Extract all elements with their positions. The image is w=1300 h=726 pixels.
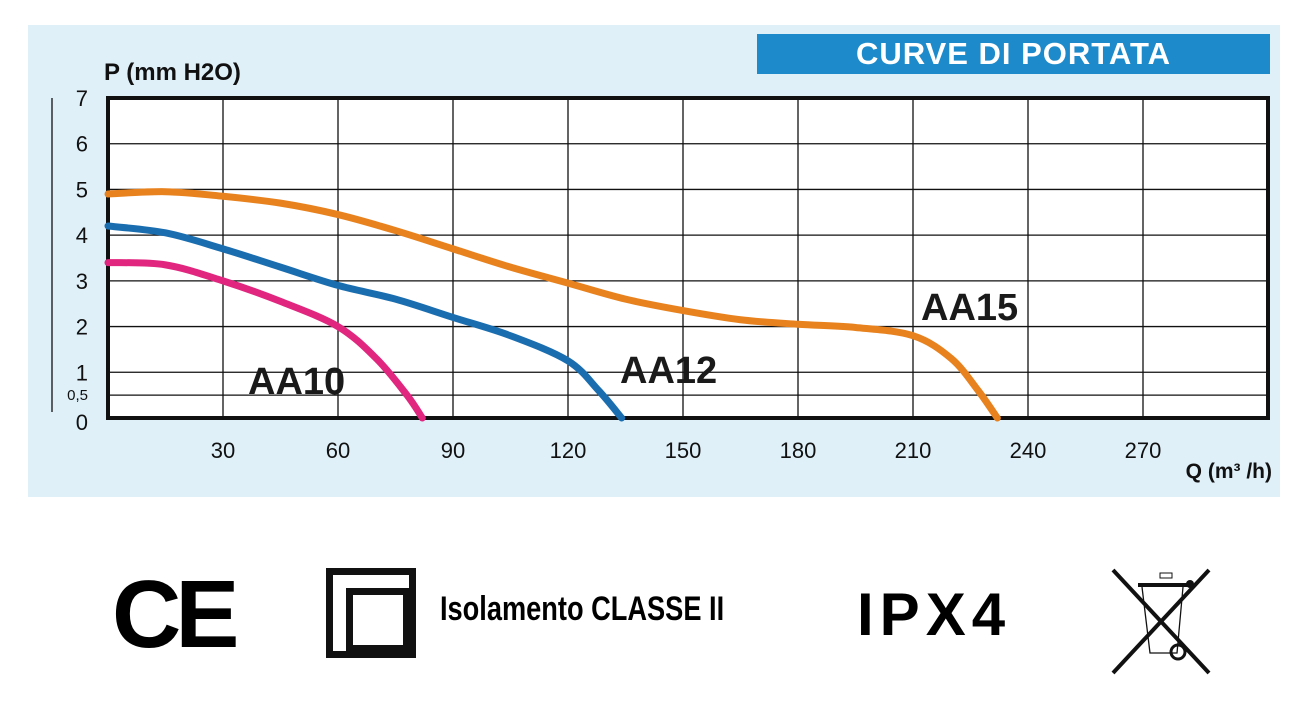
y-tick-label: 3 [76, 269, 88, 294]
x-tick-label: 60 [326, 438, 350, 463]
series-line-aa15 [104, 188, 1001, 422]
y-tick-label: 4 [76, 223, 88, 248]
y-tick-label: 7 [76, 86, 88, 111]
x-tick-label: 90 [441, 438, 465, 463]
x-tick-label: 240 [1010, 438, 1047, 463]
y-axis-label: P (mm H2O) [104, 59, 241, 86]
x-tick-label: 150 [665, 438, 702, 463]
series-label-aa15: AA15 [921, 287, 1018, 329]
x-tick-label: 270 [1125, 438, 1162, 463]
ce-mark-icon: CE [112, 561, 239, 668]
certification-icons: CE Isolamento CLASSE II IPX4 [0, 540, 1300, 690]
class-ii-insulation-icon [326, 568, 416, 658]
x-tick-label: 210 [895, 438, 932, 463]
x-tick-label: 120 [550, 438, 587, 463]
series-label-aa10: AA10 [248, 361, 345, 403]
y-tick-label: 1 [76, 360, 88, 385]
x-axis-label: Q (m³ /h) [1186, 460, 1272, 483]
chart-title: CURVE DI PORTATA [757, 34, 1270, 74]
series-line-aa10 [104, 259, 426, 422]
y-tick-label: 6 [76, 132, 88, 157]
plot-border [106, 96, 1270, 420]
plot-area [108, 98, 1268, 418]
y-tick-label: 0 [76, 410, 88, 435]
weee-crossed-bin-icon [1111, 568, 1211, 675]
y-tick-label: 5 [76, 177, 88, 202]
y-tick-label: 0,5 [67, 387, 88, 404]
ip-rating: IPX4 [857, 581, 1012, 648]
insulation-label: Isolamento CLASSE II [440, 590, 725, 628]
x-tick-label: 30 [211, 438, 235, 463]
flow-curve-chart: 30 60 90 120 150 180 210 240 270 0 0,5 1 2 3 4 5 6 7 P (mm… [51, 59, 1272, 483]
series-line-aa12 [104, 222, 626, 422]
x-tick-label: 180 [780, 438, 817, 463]
y-tick-label: 2 [76, 315, 88, 340]
series-label-aa12: AA12 [620, 350, 717, 392]
